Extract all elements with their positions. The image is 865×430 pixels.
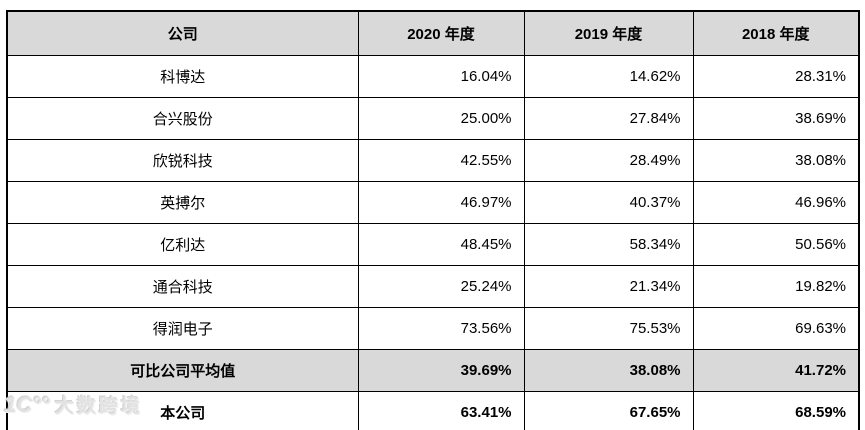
value-2020: 46.97% xyxy=(357,181,525,224)
value-2019: 27.84% xyxy=(523,97,694,140)
value-2020: 48.45% xyxy=(357,223,525,266)
value-2020: 25.00% xyxy=(357,97,525,140)
table-row: 英搏尔 46.97% 40.37% 46.96% xyxy=(6,181,860,224)
company-name: 科博达 xyxy=(6,55,359,98)
value-2019: 21.34% xyxy=(523,265,694,308)
value-2020: 42.55% xyxy=(357,139,525,182)
company-name: 欣锐科技 xyxy=(6,139,359,182)
company-name: 英搏尔 xyxy=(6,181,359,224)
value-2019: 67.65% xyxy=(523,391,694,430)
table-row-our-company: 本公司 63.41% 67.65% 68.59% xyxy=(6,391,860,430)
value-2019: 58.34% xyxy=(523,223,694,266)
table-row-average: 可比公司平均值 39.69% 38.08% 41.72% xyxy=(6,349,860,392)
table-row: 亿利达 48.45% 58.34% 50.56% xyxy=(6,223,860,266)
value-2020: 25.24% xyxy=(357,265,525,308)
value-2019: 28.49% xyxy=(523,139,694,182)
value-2018: 68.59% xyxy=(692,391,860,430)
table-row: 合兴股份 25.00% 27.84% 38.69% xyxy=(6,97,860,140)
company-name: 得润电子 xyxy=(6,307,359,350)
value-2020: 73.56% xyxy=(357,307,525,350)
value-2018: 41.72% xyxy=(692,349,860,392)
table-header-row: 公司 2020 年度 2019 年度 2018 年度 xyxy=(6,10,860,56)
header-company: 公司 xyxy=(6,10,359,56)
value-2019: 14.62% xyxy=(523,55,694,98)
company-name: 亿利达 xyxy=(6,223,359,266)
value-2018: 69.63% xyxy=(692,307,860,350)
company-name: 本公司 xyxy=(6,391,359,430)
value-2018: 46.96% xyxy=(692,181,860,224)
value-2019: 75.53% xyxy=(523,307,694,350)
company-name: 合兴股份 xyxy=(6,97,359,140)
header-2020: 2020 年度 xyxy=(357,10,525,56)
header-2018: 2018 年度 xyxy=(692,10,860,56)
table-row: 欣锐科技 42.55% 28.49% 38.08% xyxy=(6,139,860,182)
value-2019: 40.37% xyxy=(523,181,694,224)
table-row: 得润电子 73.56% 75.53% 69.63% xyxy=(6,307,860,350)
value-2018: 38.69% xyxy=(692,97,860,140)
value-2020: 63.41% xyxy=(357,391,525,430)
table-row: 科博达 16.04% 14.62% 28.31% xyxy=(6,55,860,98)
header-2019: 2019 年度 xyxy=(523,10,694,56)
value-2018: 19.82% xyxy=(692,265,860,308)
company-name: 可比公司平均值 xyxy=(6,349,359,392)
value-2018: 50.56% xyxy=(692,223,860,266)
value-2020: 16.04% xyxy=(357,55,525,98)
value-2018: 28.31% xyxy=(692,55,860,98)
value-2020: 39.69% xyxy=(357,349,525,392)
value-2019: 38.08% xyxy=(523,349,694,392)
comparison-table: 公司 2020 年度 2019 年度 2018 年度 科博达 16.04% 14… xyxy=(6,10,860,430)
value-2018: 38.08% xyxy=(692,139,860,182)
company-name: 通合科技 xyxy=(6,265,359,308)
table-row: 通合科技 25.24% 21.34% 19.82% xyxy=(6,265,860,308)
